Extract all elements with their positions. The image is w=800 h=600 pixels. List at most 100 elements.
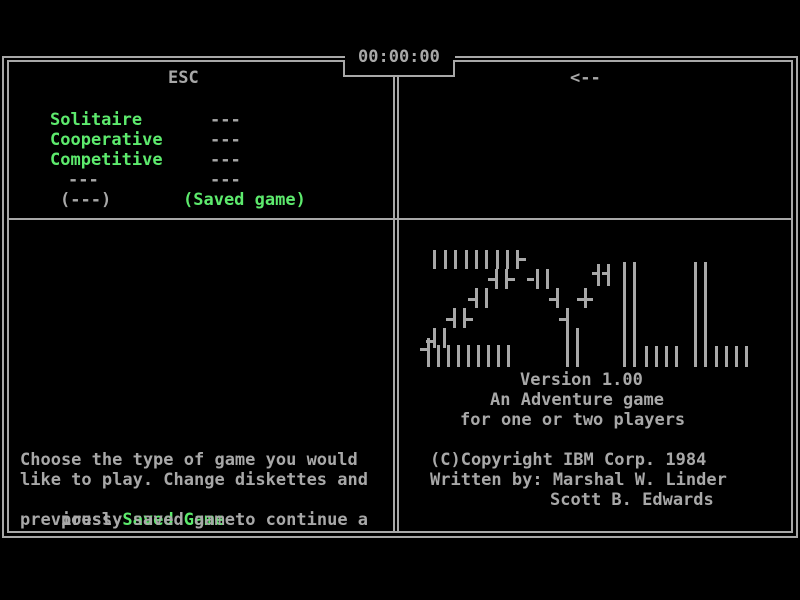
instruction-line-3-pre: press <box>60 510 123 530</box>
panel-divider-left-line <box>393 77 395 533</box>
instruction-line-4: previously saved game. <box>20 510 246 530</box>
zyll-logo-bar <box>645 346 648 367</box>
zyll-logo-bar <box>477 345 480 367</box>
menu-item-solitaire[interactable]: Solitaire <box>50 110 143 130</box>
zyll-logo-bar <box>519 258 526 261</box>
zyll-logo-bar <box>745 346 748 367</box>
timer-notch-left <box>343 60 345 77</box>
zyll-logo-bar <box>735 346 738 367</box>
zyll-logo-bar <box>444 250 447 269</box>
instruction-line-2: like to play. Change diskettes and <box>20 470 368 490</box>
zyll-logo-bar <box>725 346 728 367</box>
zyll-logo-bar <box>527 278 534 281</box>
zyll-logo-bar <box>496 250 499 269</box>
zyll-logo-bar <box>466 318 473 321</box>
zyll-logo-bar <box>586 298 593 301</box>
zyll-logo-bar <box>465 250 468 269</box>
zyll-logo-bar <box>467 345 470 367</box>
instruction-line-3-post: to continue a <box>224 510 369 530</box>
zyll-logo-bar <box>485 250 488 269</box>
zyll-logo-bar <box>566 318 569 367</box>
zyll-logo-bar <box>457 345 460 367</box>
zyll-logo-bar <box>597 264 600 286</box>
credit-line-2: Scott B. Edwards <box>550 490 714 510</box>
zyll-logo-bar <box>546 269 549 289</box>
menu-slot-2: --- <box>210 130 241 150</box>
timer-notch-right <box>453 60 455 77</box>
menu-slot-4: --- <box>210 170 241 190</box>
zyll-logo-bar <box>505 269 508 289</box>
zyll-logo-bar <box>437 345 440 367</box>
zyll-logo-bar <box>675 346 678 367</box>
zyll-logo-bar <box>607 264 610 286</box>
zyll-logo-bar <box>453 308 456 328</box>
zyll-logo-bar <box>427 338 430 367</box>
zyll-logo-bar <box>446 318 453 321</box>
subtitle-line-1: An Adventure game <box>490 390 664 410</box>
zyll-logo-bar <box>468 298 475 301</box>
zyll-logo-bar <box>633 262 636 367</box>
zyll-logo-bar <box>577 298 584 301</box>
zyll-logo-bar <box>623 262 626 367</box>
menu-item-competitive[interactable]: Competitive <box>50 150 163 170</box>
zyll-logo-bar <box>655 346 658 367</box>
saved-game-highlight: Saved Game <box>122 510 225 530</box>
zyll-logo-bar <box>488 278 495 281</box>
frame-outer-bottom <box>2 536 798 538</box>
zyll-logo-bar <box>433 250 436 269</box>
zyll-logo-bar <box>487 345 490 367</box>
zyll-logo-bar <box>506 250 509 269</box>
zyll-logo-bar <box>592 272 599 275</box>
menu-item-saved-game[interactable]: (Saved game) <box>183 190 306 210</box>
zyll-logo-bar <box>447 345 450 367</box>
frame-outer-top-right <box>455 56 798 58</box>
menu-item-empty-1: --- <box>68 170 99 190</box>
zyll-logo-bar <box>549 298 556 301</box>
credit-line-1: Written by: Marshal W. Linder <box>430 470 727 490</box>
frame-inner-bottom <box>7 531 793 533</box>
copyright-line: (C)Copyright IBM Corp. 1984 <box>430 450 707 470</box>
back-arrow-icon: <-- <box>570 68 601 88</box>
zyll-logo-bar <box>556 288 559 308</box>
zyll-logo-bar <box>704 262 707 367</box>
menu-item-empty-2: (---) <box>60 190 112 210</box>
instruction-line-1: Choose the type of game you would <box>20 450 358 470</box>
subtitle-line-2: for one or two players <box>460 410 686 430</box>
zyll-logo-bar <box>536 269 539 289</box>
instruction-line-3: press Saved Game to continue a <box>20 490 368 550</box>
zyll-logo-bar <box>485 288 488 308</box>
zyll-logo-bar <box>463 308 466 328</box>
zyll-logo-bar <box>426 340 433 343</box>
zyll-logo-bar <box>576 328 579 367</box>
zyll-logo-bar <box>443 328 446 348</box>
zyll-logo-bar <box>694 262 697 367</box>
frame-inner-top-left <box>7 60 345 62</box>
version-label: Version 1.00 <box>520 370 643 390</box>
zyll-logo-bar <box>559 318 566 321</box>
zyll-logo-bar <box>475 250 478 269</box>
frame-inner-left <box>7 60 9 533</box>
zyll-logo-bar <box>433 328 436 348</box>
zyll-logo-bar <box>475 288 478 308</box>
timer-notch-bottom <box>343 75 455 77</box>
zyll-logo-bar <box>665 346 668 367</box>
menu-item-cooperative[interactable]: Cooperative <box>50 130 163 150</box>
zyll-logo-bar <box>495 269 498 289</box>
frame-outer-top-left <box>2 56 345 58</box>
zyll-logo-bar <box>454 250 457 269</box>
frame-inner-top-right <box>455 60 793 62</box>
zyll-logo-bar <box>497 345 500 367</box>
zyll-logo-bar <box>715 346 718 367</box>
zyll-logo-bar <box>584 288 587 308</box>
zyll-logo-bar <box>566 308 569 328</box>
frame-outer-left <box>2 56 4 538</box>
zyll-logo-bar <box>602 272 609 275</box>
panel-divider-right-line <box>397 77 399 533</box>
zyll-logo-bar <box>516 250 519 269</box>
frame-outer-right <box>796 56 798 538</box>
menu-slot-1: --- <box>210 110 241 130</box>
horizontal-divider <box>9 218 791 220</box>
zyll-logo-bar <box>420 348 427 351</box>
game-timer: 00:00:00 <box>358 47 440 67</box>
menu-slot-3: --- <box>210 150 241 170</box>
